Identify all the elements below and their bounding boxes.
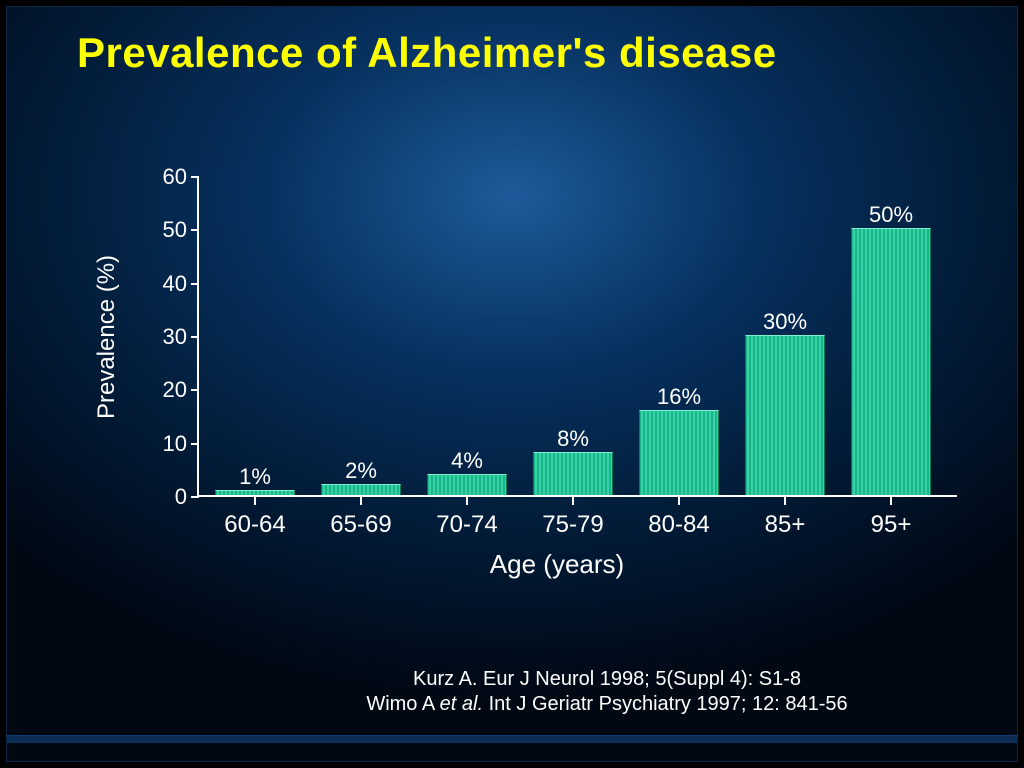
bar-value-label: 16%	[657, 384, 701, 410]
citation-2-em: et al.	[440, 693, 483, 715]
x-tick	[784, 497, 786, 505]
y-tick	[191, 443, 199, 445]
citation-1: Kurz A. Eur J Neurol 1998; 5(Suppl 4): S…	[257, 667, 957, 692]
y-tick-label: 20	[147, 377, 187, 403]
y-tick	[191, 176, 199, 178]
bar-value-label: 50%	[869, 202, 913, 228]
bar	[639, 410, 719, 495]
bar-value-label: 4%	[451, 448, 483, 474]
y-tick	[191, 336, 199, 338]
citation-2: Wimo A et al. Int J Geriatr Psychiatry 1…	[257, 692, 957, 717]
bar	[851, 228, 931, 495]
y-tick	[191, 389, 199, 391]
bar	[745, 335, 825, 495]
y-tick-label: 60	[147, 164, 187, 190]
y-tick	[191, 283, 199, 285]
y-tick-label: 50	[147, 217, 187, 243]
bar	[321, 484, 401, 495]
y-tick	[191, 496, 199, 498]
x-tick	[466, 497, 468, 505]
citation-2-pre: Wimo A	[366, 693, 439, 715]
bar	[533, 452, 613, 495]
y-tick	[191, 229, 199, 231]
x-category-label: 80-84	[648, 511, 709, 539]
x-category-label: 95+	[871, 511, 912, 539]
y-tick-label: 10	[147, 431, 187, 457]
citation-2-post: Int J Geriatr Psychiatry 1997; 12: 841-5…	[483, 693, 848, 715]
bar-value-label: 1%	[239, 464, 271, 490]
x-category-label: 85+	[765, 511, 806, 539]
x-tick	[572, 497, 574, 505]
bar-value-label: 8%	[557, 426, 589, 452]
x-category-label: 65-69	[330, 511, 391, 539]
x-tick	[678, 497, 680, 505]
x-tick	[890, 497, 892, 505]
bar	[215, 490, 295, 495]
bar-chart: Prevalence (%) 0102030405060 1%60-642%65…	[157, 177, 957, 497]
x-category-label: 70-74	[436, 511, 497, 539]
citations: Kurz A. Eur J Neurol 1998; 5(Suppl 4): S…	[257, 667, 957, 717]
bar	[427, 474, 507, 495]
x-category-label: 60-64	[224, 511, 285, 539]
bar-value-label: 30%	[763, 309, 807, 335]
y-tick-label: 0	[147, 484, 187, 510]
x-tick	[254, 497, 256, 505]
x-tick	[360, 497, 362, 505]
slide: Prevalence of Alzheimer's disease Preval…	[6, 6, 1018, 762]
y-tick-label: 40	[147, 271, 187, 297]
x-category-label: 75-79	[542, 511, 603, 539]
bottom-rule	[7, 735, 1017, 743]
slide-title: Prevalence of Alzheimer's disease	[77, 29, 777, 77]
y-tick-label: 30	[147, 324, 187, 350]
y-axis-label: Prevalence (%)	[93, 255, 121, 419]
x-axis-label: Age (years)	[490, 549, 624, 580]
x-axis	[197, 495, 957, 497]
bar-value-label: 2%	[345, 458, 377, 484]
